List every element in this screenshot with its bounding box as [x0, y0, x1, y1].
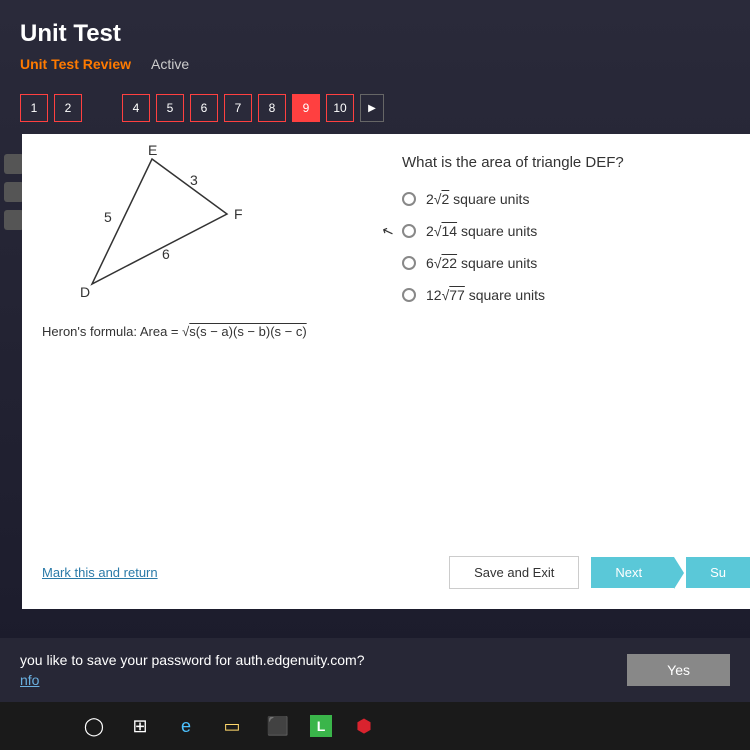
vertex-E: E	[148, 142, 157, 158]
edge-icon[interactable]: e	[172, 712, 200, 740]
password-save-bar: you like to save your password for auth.…	[0, 638, 750, 702]
nav-q8[interactable]: 8	[258, 94, 286, 122]
tab-review[interactable]: Unit Test Review	[20, 56, 131, 72]
answer-option-3[interactable]: 6√22 square units	[402, 255, 730, 271]
vertex-D: D	[80, 284, 90, 300]
password-info-link[interactable]: nfo	[20, 672, 364, 688]
radio-1[interactable]	[402, 192, 416, 206]
nav-next-arrow[interactable]: ▶	[360, 94, 384, 122]
nav-q7[interactable]: 7	[224, 94, 252, 122]
answer-option-4[interactable]: 12√77 square units	[402, 287, 730, 303]
tool-icon-1[interactable]	[4, 154, 24, 174]
password-yes-button[interactable]: Yes	[627, 654, 730, 686]
app-l-icon[interactable]: L	[310, 715, 332, 737]
tab-active[interactable]: Active	[151, 56, 189, 72]
nav-q10[interactable]: 10	[326, 94, 354, 122]
answer-option-2[interactable]: ↖ 2√14 square units	[402, 223, 730, 239]
mark-return-link[interactable]: Mark this and return	[42, 565, 158, 580]
tool-icon-2[interactable]	[4, 182, 24, 202]
task-view-icon[interactable]: ⊞	[126, 712, 154, 740]
submit-button[interactable]: Su	[686, 557, 750, 588]
nav-q2[interactable]: 2	[54, 94, 82, 122]
password-prompt-text: you like to save your password for auth.…	[20, 652, 364, 668]
nav-q5[interactable]: 5	[156, 94, 184, 122]
question-panel: E F D 3 5 6 Heron's formula: Area = √s(s…	[22, 134, 750, 609]
cortana-icon[interactable]: ◯	[80, 712, 108, 740]
radio-2[interactable]	[402, 224, 416, 238]
radio-3[interactable]	[402, 256, 416, 270]
windows-taskbar: ◯ ⊞ e ▭ ⬛ L ⬢	[0, 702, 750, 750]
tool-sidebar	[0, 150, 22, 234]
nav-q1[interactable]: 1	[20, 94, 48, 122]
radio-4[interactable]	[402, 288, 416, 302]
save-exit-button[interactable]: Save and Exit	[449, 556, 579, 589]
heron-formula: Heron's formula: Area = √s(s − a)(s − b)…	[42, 324, 382, 339]
nav-q6[interactable]: 6	[190, 94, 218, 122]
side-DF-label: 6	[162, 246, 170, 262]
vertex-F: F	[234, 206, 243, 222]
question-text: What is the area of triangle DEF?	[402, 154, 730, 171]
side-DE-label: 5	[104, 209, 112, 225]
nav-q4[interactable]: 4	[122, 94, 150, 122]
page-title: Unit Test	[20, 20, 730, 48]
file-explorer-icon[interactable]: ▭	[218, 712, 246, 740]
tool-icon-3[interactable]	[4, 210, 24, 230]
next-button[interactable]: Next	[591, 557, 674, 588]
nav-gap	[88, 94, 116, 122]
triangle-figure: E F D 3 5 6	[72, 154, 272, 304]
question-nav: 1 2 4 5 6 7 8 9 10 ▶	[0, 94, 750, 134]
store-icon[interactable]: ⬛	[264, 712, 292, 740]
nav-q9-current[interactable]: 9	[292, 94, 320, 122]
side-EF-label: 3	[190, 172, 198, 188]
mcafee-icon[interactable]: ⬢	[350, 712, 378, 740]
question-footer: Mark this and return Save and Exit Next …	[42, 556, 750, 589]
answer-option-1[interactable]: 2√2 square units	[402, 191, 730, 207]
tab-row: Unit Test Review Active	[20, 56, 730, 72]
